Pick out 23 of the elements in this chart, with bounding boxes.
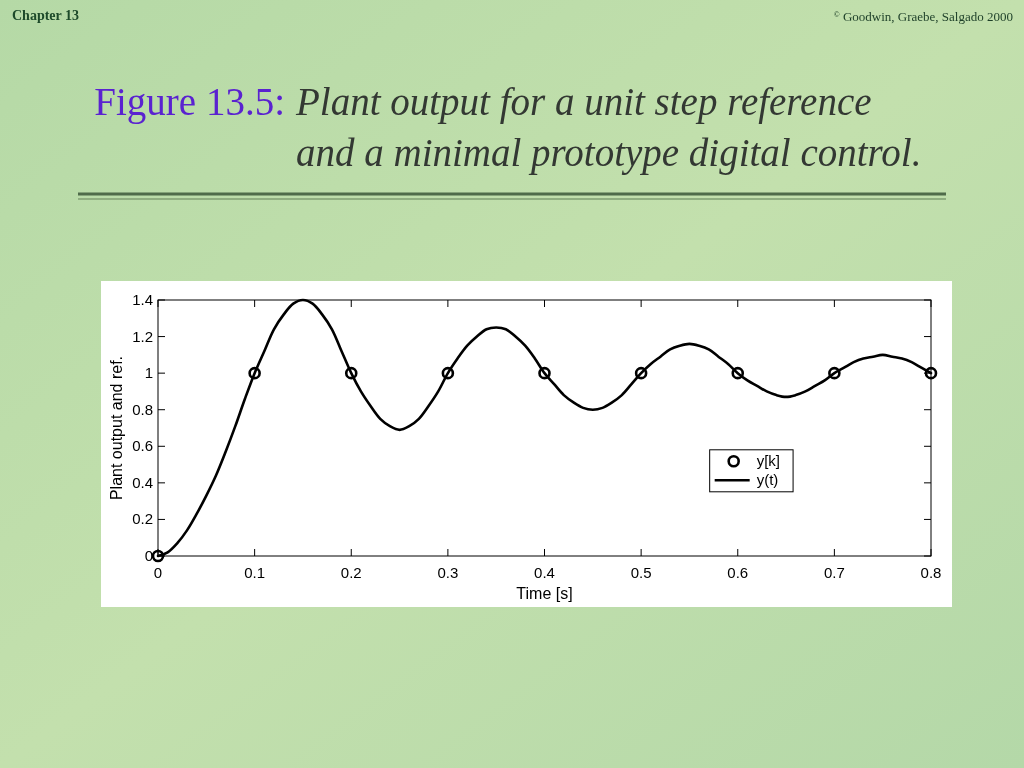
y-tick-label: 0.6 (132, 437, 153, 455)
x-tick-label: 0.3 (437, 564, 459, 581)
y-tick-label: 1.4 (132, 291, 153, 308)
legend-label: y(t) (756, 471, 779, 489)
x-axis-title: Time [s] (516, 585, 573, 602)
legend-label: y[k] (756, 452, 781, 470)
y-tick-label: 0.2 (132, 510, 153, 528)
x-tick-label: 0.1 (244, 564, 266, 581)
x-tick-label: 0.8 (920, 564, 942, 581)
x-tick-label: 0.7 (823, 564, 845, 581)
text: $^{©}$ Goodwin, Graebe, Salgado 2000 (833, 9, 1013, 24)
y-tick-label: 0 (144, 547, 153, 564)
text: Chapter 13 (12, 8, 80, 23)
chart-title: Figure 13.5: Plant output for a unit step reference and a minimal prototype digital control. (94, 80, 922, 175)
y-tick-label: 1 (144, 364, 153, 382)
y-tick-label: 0.4 (132, 473, 153, 491)
y-tick-label: 0.8 (132, 400, 153, 418)
x-tick-label: 0.4 (534, 564, 555, 581)
y-axis-title: Plant output and ref. (108, 355, 125, 501)
x-tick-label: 0.5 (630, 564, 652, 581)
x-tick-label: 0.2 (340, 564, 362, 581)
y-tick-label: 1.2 (132, 327, 153, 345)
x-tick-label: 0.6 (727, 564, 749, 581)
